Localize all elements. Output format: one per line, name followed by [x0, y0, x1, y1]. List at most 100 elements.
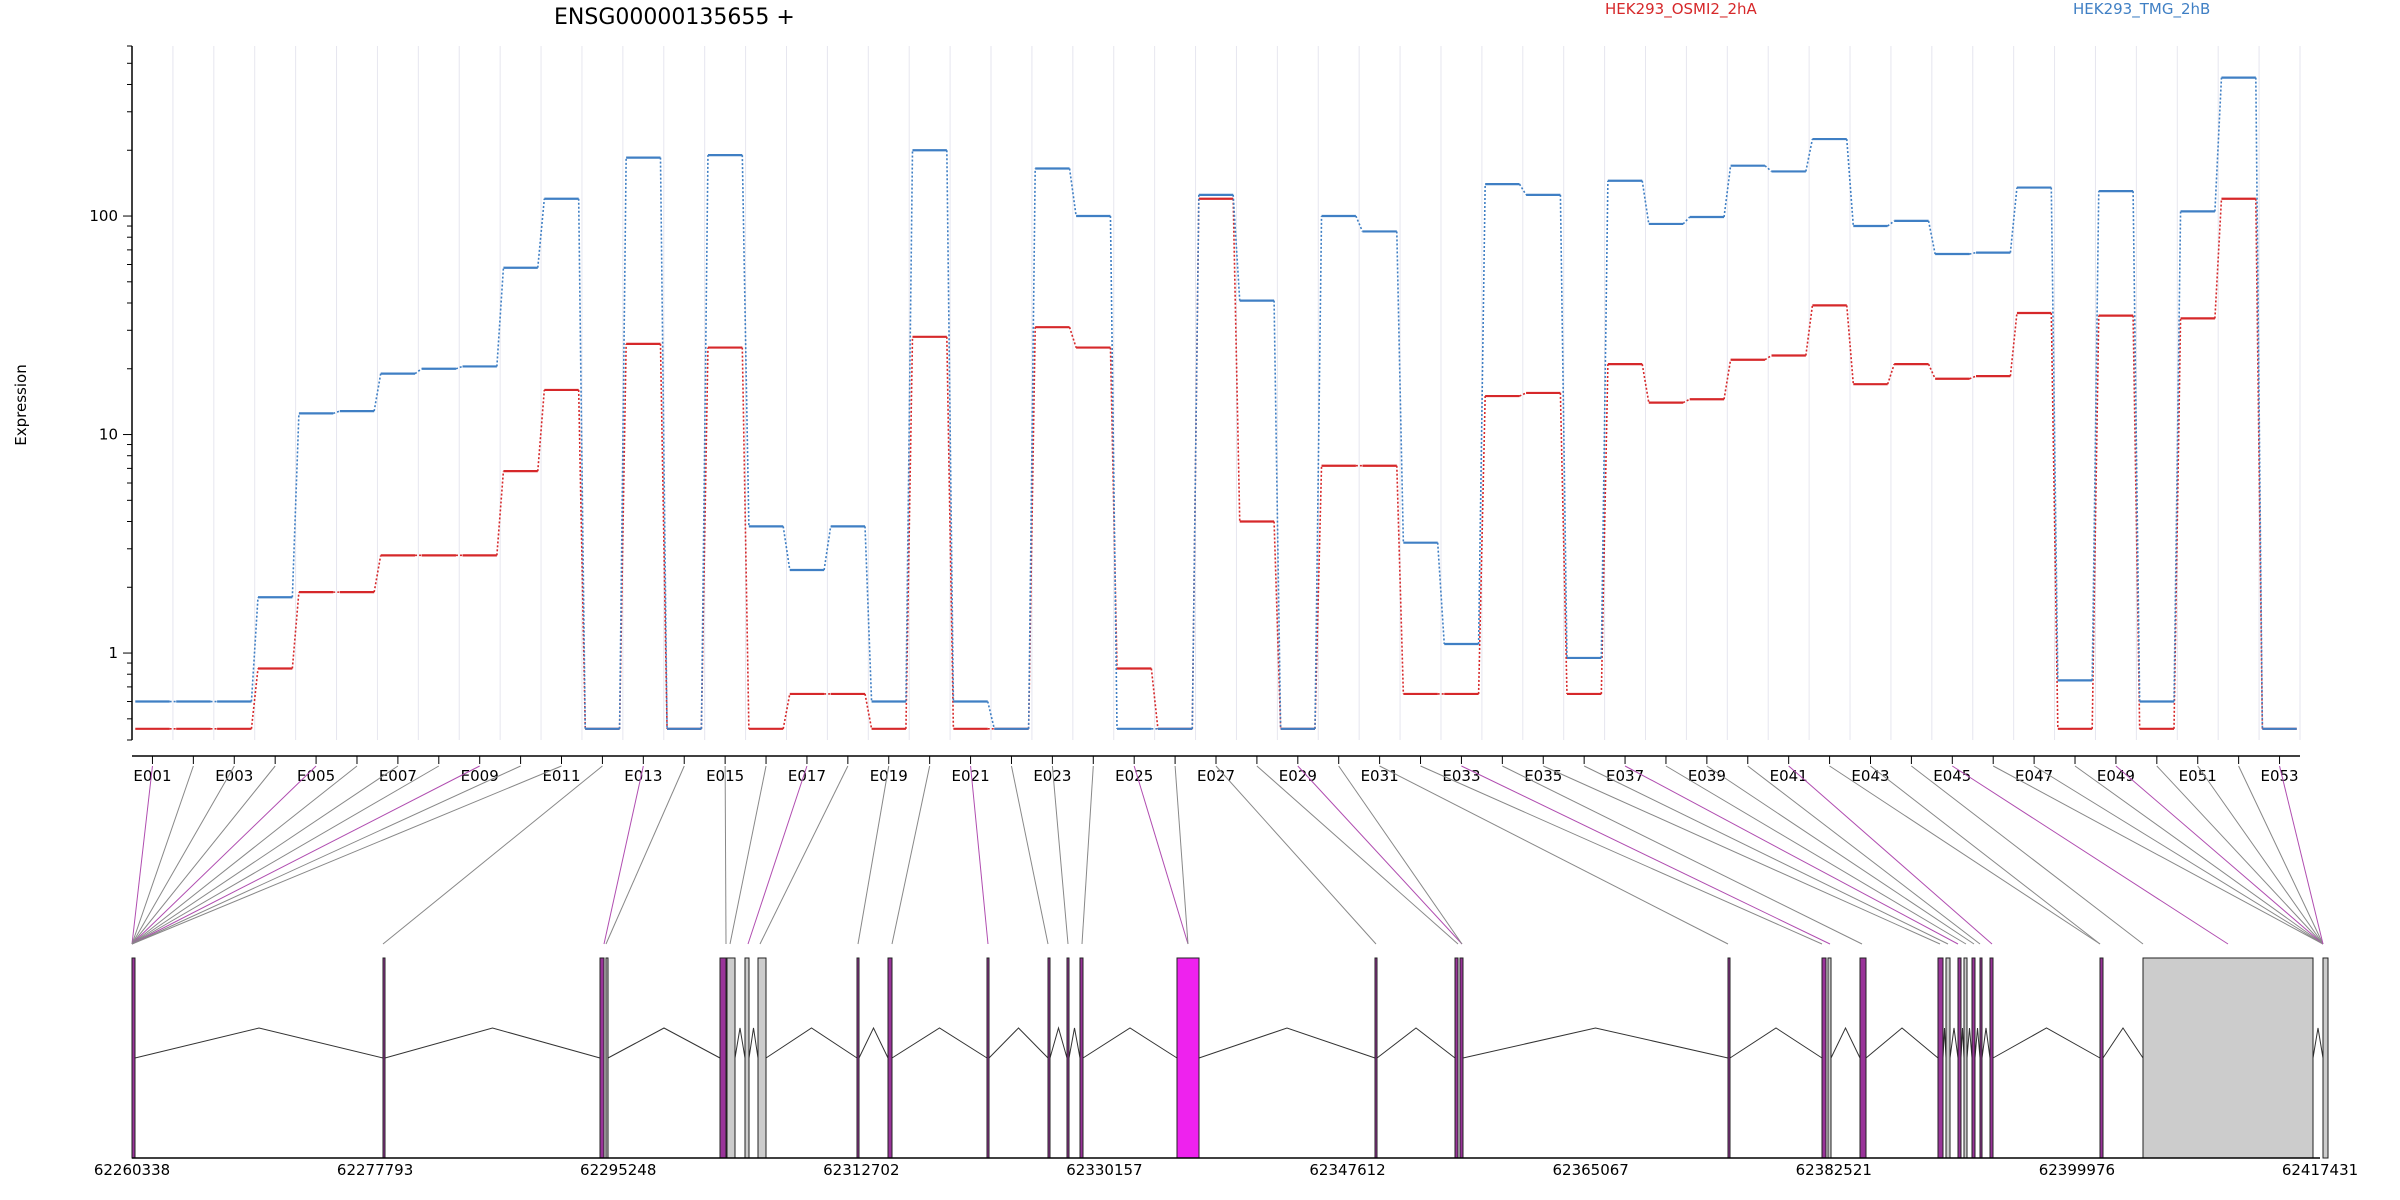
series-connector: [1027, 327, 1036, 729]
series-connector: [1887, 220, 1895, 227]
x-tick-label: E041: [1770, 767, 1808, 785]
exon-connector: [970, 765, 989, 945]
x-tick-label: E035: [1524, 767, 1562, 785]
exon-connector: [131, 765, 562, 945]
series-connector: [864, 693, 873, 729]
exon-box: [605, 957, 609, 1159]
series-connector: [1477, 184, 1486, 645]
exon-connector: [1583, 765, 1949, 945]
genomic-coordinate-label: 62277793: [337, 1161, 413, 1179]
series-connector: [741, 347, 750, 729]
x-tick-label: E001: [133, 767, 171, 785]
series-connector: [659, 157, 668, 729]
intron: [2102, 1027, 2144, 1059]
exon-connector: [1051, 765, 1069, 945]
exon-connector: [1706, 765, 1975, 945]
intron: [1992, 1027, 2101, 1059]
exon-connector: [131, 765, 276, 945]
intron: [1462, 1027, 1729, 1059]
intron: [891, 1027, 988, 1059]
exon-connector: [131, 765, 440, 945]
exon-connector: [1297, 765, 1463, 945]
y-axis-label: Expression: [12, 364, 30, 445]
exon-box: [1963, 957, 1968, 1159]
exon-connector: [1829, 765, 2101, 945]
exon-connector: [1911, 765, 2144, 945]
intron: [1966, 1027, 1973, 1059]
intron: [1376, 1027, 1456, 1059]
exon-box: [1979, 957, 1983, 1159]
exon-box: [1727, 957, 1731, 1159]
series-connector: [1886, 363, 1895, 385]
intron: [734, 1027, 746, 1059]
x-tick-label: E031: [1361, 767, 1399, 785]
exon-connector: [1461, 765, 1831, 945]
x-tick-label: E025: [1115, 767, 1153, 785]
exon-box: [2322, 957, 2329, 1159]
series-connector: [577, 389, 587, 729]
series-connector: [1723, 165, 1732, 218]
series-connector: [2091, 191, 2100, 681]
legend-entry-series-2: HEK293_TMG_2hB: [2073, 0, 2210, 19]
x-tick-label: E017: [788, 767, 826, 785]
series-connector: [864, 526, 873, 702]
exon-connector: [891, 765, 931, 945]
genomic-coordinate-label: 62347612: [1309, 1161, 1385, 1179]
genomic-coordinate-label: 62260338: [94, 1161, 170, 1179]
genomic-coordinate-label: 62417431: [2282, 1161, 2358, 1179]
series-connector: [455, 365, 463, 370]
x-tick-label: E043: [1851, 767, 1889, 785]
legend-entry-series-1: HEK293_OSMI2_2hA: [1605, 0, 1758, 19]
intron: [134, 1027, 384, 1059]
series-connector: [1805, 138, 1814, 172]
exon-connector: [1502, 765, 1863, 945]
exon-box: [744, 957, 750, 1159]
exon-connector: [1992, 765, 2324, 945]
intron: [384, 1027, 601, 1059]
series-connector: [1232, 194, 1241, 301]
x-tick-label: E007: [379, 767, 417, 785]
exon-box: [131, 957, 136, 1159]
x-tick-label: E045: [1933, 767, 1971, 785]
exon-connector: [1870, 765, 2101, 945]
exon-connector: [1174, 765, 1189, 945]
exon-connector: [1338, 765, 1463, 945]
exon-connector: [2033, 765, 2324, 945]
intron: [748, 1027, 759, 1059]
series-connector: [2091, 315, 2100, 729]
exon-box: [1454, 957, 1459, 1159]
series-connector: [1314, 216, 1323, 729]
intron: [1729, 1027, 1823, 1059]
intron: [1949, 1027, 1959, 1059]
exon-connector: [1952, 765, 2229, 945]
exon-box: [382, 957, 386, 1159]
exon-box: [1989, 957, 1994, 1159]
series-connector: [1927, 220, 1936, 255]
x-tick-label: E019: [870, 767, 908, 785]
exon-box: [1859, 957, 1867, 1159]
genomic-coordinate-label: 62312702: [823, 1161, 899, 1179]
x-tick-label: E003: [215, 767, 253, 785]
exon-connector: [131, 765, 317, 945]
exon-connector: [1081, 765, 1094, 945]
series-connector: [1477, 396, 1486, 694]
series-connector: [1764, 354, 1772, 361]
y-tick-label: 10: [99, 426, 118, 444]
exon-box: [1079, 957, 1084, 1159]
exon-connector: [1788, 765, 1993, 945]
exon-connector: [603, 765, 644, 945]
exon-connector: [1256, 765, 1459, 945]
series-connector: [291, 413, 300, 598]
exon-box: [856, 957, 860, 1159]
series-connector: [1519, 392, 1527, 397]
exon-box: [1066, 957, 1070, 1159]
exon-box: [1957, 957, 1962, 1159]
series-connector: [2255, 77, 2264, 729]
series-connector: [2255, 198, 2264, 729]
exon-box: [719, 957, 727, 1159]
intron: [1981, 1027, 1991, 1059]
series-connector: [1764, 165, 1773, 173]
exon-connector: [2074, 765, 2324, 945]
series-connector: [659, 343, 668, 729]
